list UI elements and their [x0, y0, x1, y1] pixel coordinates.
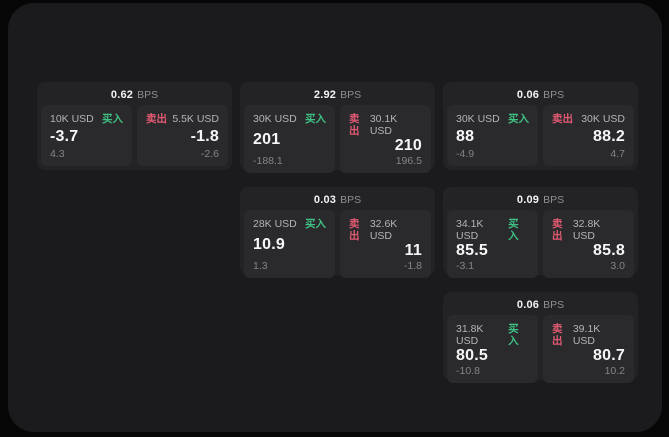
sell-price: 80.7 — [593, 347, 625, 364]
sell-label: 卖出 — [349, 218, 360, 242]
sell-amount: 39.1K USD — [572, 323, 601, 347]
sell-price: 210 — [394, 137, 422, 154]
bps-unit: BPS — [543, 298, 565, 311]
quote-card-grid: 0.62 BPS 10K USD 买入 -3.7 4.3 卖出 5.5K USD… — [37, 82, 638, 383]
bps-unit: BPS — [137, 88, 159, 101]
bps-value: 0.06 — [516, 298, 540, 311]
sell-change: 196.5 — [395, 155, 422, 167]
bps-value: 2.92 — [313, 88, 337, 101]
buy-label: 买入 — [305, 218, 326, 230]
sell-panel[interactable]: 卖出 30K USD 88.2 4.7 — [543, 105, 634, 166]
sell-amount: 32.6K USD — [369, 218, 398, 242]
buy-panel[interactable]: 28K USD 买入 10.9 1.3 — [244, 210, 335, 278]
quote-card: 0.06 BPS 31.8K USD 买入 80.5 -10.8 卖出 39.1… — [443, 292, 638, 383]
sell-label: 卖出 — [552, 218, 563, 242]
bps-value: 0.09 — [516, 193, 540, 206]
sell-amount: 30.1K USD — [369, 113, 398, 137]
buy-amount: 34.1K USD — [456, 218, 484, 242]
bps-header: 0.06 BPS — [447, 297, 634, 312]
sell-price: 11 — [404, 242, 422, 259]
bps-unit: BPS — [543, 193, 565, 206]
buy-price: 80.5 — [456, 347, 488, 364]
sell-panel[interactable]: 卖出 30.1K USD 210 196.5 — [340, 105, 431, 173]
bps-header: 0.62 BPS — [41, 87, 228, 102]
quote-card: 0.03 BPS 28K USD 买入 10.9 1.3 卖出 32.6K US… — [240, 187, 435, 278]
buy-label: 买入 — [508, 323, 519, 347]
sell-label: 卖出 — [146, 113, 167, 125]
buy-amount: 30K USD — [253, 113, 297, 125]
buy-change: -3.1 — [456, 260, 475, 272]
bps-value: 0.62 — [110, 88, 134, 101]
sell-price: 88.2 — [593, 127, 625, 145]
buy-label: 买入 — [508, 218, 519, 242]
quote-card: 2.92 BPS 30K USD 买入 201 -188.1 卖出 30.1K … — [240, 82, 435, 173]
sell-amount: 5.5K USD — [172, 113, 219, 125]
bps-header: 0.06 BPS — [447, 87, 634, 102]
sell-amount: 32.8K USD — [572, 218, 601, 242]
buy-panel[interactable]: 30K USD 买入 88 -4.9 — [447, 105, 538, 166]
sell-change: 3.0 — [610, 260, 625, 272]
quote-card: 0.09 BPS 34.1K USD 买入 85.5 -3.1 卖出 32.8K… — [443, 187, 638, 278]
buy-price: -3.7 — [50, 127, 79, 145]
bps-value: 0.06 — [516, 88, 540, 101]
bps-unit: BPS — [543, 88, 565, 101]
bps-header: 0.09 BPS — [447, 192, 634, 207]
sell-label: 卖出 — [552, 113, 573, 125]
buy-panel[interactable]: 10K USD 买入 -3.7 4.3 — [41, 105, 132, 166]
buy-label: 买入 — [305, 113, 326, 125]
buy-panel[interactable]: 34.1K USD 买入 85.5 -3.1 — [447, 210, 538, 278]
buy-amount: 30K USD — [456, 113, 500, 125]
sell-panel[interactable]: 卖出 39.1K USD 80.7 10.2 — [543, 315, 634, 383]
buy-change: 1.3 — [253, 260, 268, 272]
sell-price: -1.8 — [190, 127, 219, 145]
sell-panel[interactable]: 卖出 5.5K USD -1.8 -2.6 — [137, 105, 228, 166]
quote-card: 0.62 BPS 10K USD 买入 -3.7 4.3 卖出 5.5K USD… — [37, 82, 232, 170]
buy-panel[interactable]: 31.8K USD 买入 80.5 -10.8 — [447, 315, 538, 383]
sell-price: 85.8 — [593, 242, 625, 259]
buy-price: 85.5 — [456, 242, 488, 259]
sell-change: -1.8 — [403, 260, 422, 272]
sell-change: -2.6 — [200, 148, 219, 160]
bps-unit: BPS — [340, 193, 362, 206]
sell-panel[interactable]: 卖出 32.6K USD 11 -1.8 — [340, 210, 431, 278]
buy-change: -188.1 — [253, 155, 283, 167]
sell-change: 10.2 — [604, 365, 625, 377]
bps-value: 0.03 — [313, 193, 337, 206]
buy-change: -4.9 — [456, 148, 475, 160]
buy-label: 买入 — [102, 113, 123, 125]
buy-price: 10.9 — [253, 236, 285, 253]
sell-change: 4.7 — [610, 148, 625, 160]
buy-price: 201 — [253, 131, 281, 148]
buy-panel[interactable]: 30K USD 买入 201 -188.1 — [244, 105, 335, 173]
buy-price: 88 — [456, 127, 475, 145]
sell-panel[interactable]: 卖出 32.8K USD 85.8 3.0 — [543, 210, 634, 278]
buy-change: 4.3 — [50, 148, 65, 160]
buy-amount: 10K USD — [50, 113, 94, 125]
quote-card: 0.06 BPS 30K USD 买入 88 -4.9 卖出 30K USD 8… — [443, 82, 638, 170]
bps-header: 2.92 BPS — [244, 87, 431, 102]
bps-header: 0.03 BPS — [244, 192, 431, 207]
bps-unit: BPS — [340, 88, 362, 101]
sell-label: 卖出 — [349, 113, 360, 137]
buy-change: -10.8 — [456, 365, 480, 377]
sell-label: 卖出 — [552, 323, 563, 347]
buy-amount: 31.8K USD — [456, 323, 484, 347]
buy-label: 买入 — [508, 113, 529, 125]
buy-amount: 28K USD — [253, 218, 297, 230]
sell-amount: 30K USD — [581, 113, 625, 125]
